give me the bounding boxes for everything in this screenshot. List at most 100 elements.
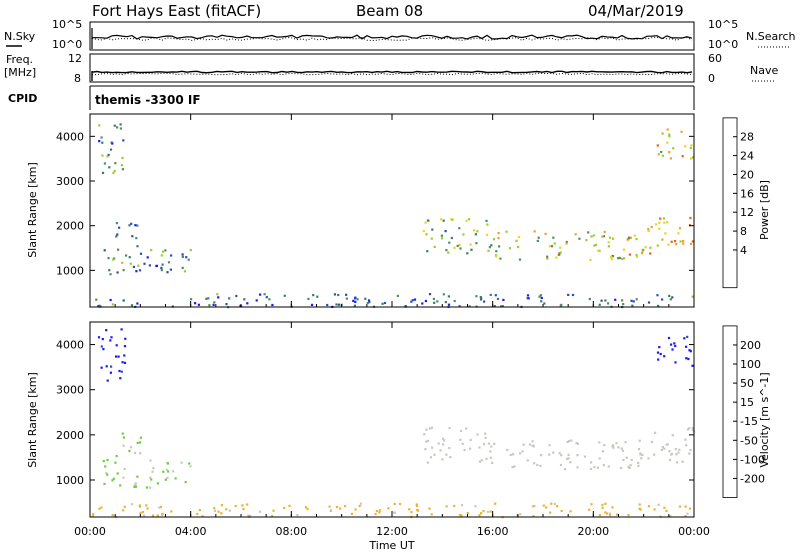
velocity-cell <box>425 440 428 443</box>
velocity-cell <box>590 461 593 464</box>
velocity-cell <box>607 465 610 468</box>
velocity-cell <box>258 510 261 513</box>
power-cell <box>603 230 606 234</box>
velocity-cell <box>139 511 142 514</box>
velocity-cell <box>670 453 673 456</box>
velocity-cell <box>91 515 94 518</box>
power-cell <box>650 225 653 229</box>
power-cell <box>675 243 678 246</box>
beam-title: Beam 08 <box>356 2 423 20</box>
velocity-cell <box>358 504 361 508</box>
power-cell <box>146 256 149 259</box>
power-cell <box>116 126 119 129</box>
velocity-cell <box>410 511 413 514</box>
power-cell <box>98 124 101 127</box>
power-cell <box>611 255 615 258</box>
power-cell <box>426 219 430 222</box>
velocity-cell <box>214 509 217 512</box>
power-cell <box>440 218 443 221</box>
freq-right-tick-bottom: 0 <box>708 72 715 85</box>
velocity-cell <box>134 483 137 486</box>
power-cell <box>594 243 597 246</box>
velocity-cell <box>350 512 353 515</box>
power-cell <box>228 297 231 300</box>
power-cell <box>312 294 315 297</box>
power-cell <box>135 270 138 273</box>
power-cell <box>136 245 139 248</box>
velocity-cell <box>460 429 463 432</box>
velocity-cell <box>134 482 137 485</box>
power-cell <box>183 270 187 273</box>
velocity-panel: 4000 3000 2000 1000 Slant Range [km] 200 100… <box>26 321 771 519</box>
velocity-cell <box>165 468 168 471</box>
velocity-cell <box>415 504 419 508</box>
velocity-cell <box>123 354 126 357</box>
velocity-cell <box>97 336 101 339</box>
velocity-cell <box>689 350 692 353</box>
power-cell <box>120 164 123 167</box>
station-title: Fort Hays East (fitACF) <box>92 2 261 20</box>
velocity-cell <box>425 428 428 431</box>
velocity-cell <box>491 461 494 464</box>
power-cell <box>442 219 445 222</box>
power-cell <box>630 299 633 302</box>
velocity-cell <box>234 504 237 508</box>
velocity-cell <box>656 351 660 354</box>
power-cell <box>617 257 620 260</box>
velocity-cell <box>437 442 440 445</box>
power-cell <box>684 145 687 148</box>
velocity-cell <box>668 450 671 453</box>
velocity-cell <box>575 442 578 445</box>
power-cell <box>479 296 482 299</box>
velocity-cell <box>480 459 483 462</box>
velocity-cell <box>620 447 623 450</box>
velocity-cell <box>115 355 118 358</box>
cpid-label: CPID <box>8 92 37 105</box>
velocity-cell <box>151 514 155 517</box>
power-cell <box>487 249 490 252</box>
velocity-cell <box>603 444 606 447</box>
power-cell <box>641 249 644 252</box>
velocity-cell <box>548 453 551 456</box>
power-cell <box>160 266 163 269</box>
velocity-scatter-cells <box>91 328 696 519</box>
velocity-cell <box>133 451 137 454</box>
velocity-cell <box>658 346 661 349</box>
velocity-cell <box>484 436 487 440</box>
power-cell <box>518 236 521 239</box>
power-cell <box>649 246 652 249</box>
velocity-colorbar-tick: 50 <box>740 377 754 390</box>
velocity-cell <box>448 447 451 450</box>
velocity-cell <box>166 476 169 479</box>
power-ytick-label: 4000 <box>56 130 84 143</box>
power-cell <box>629 236 632 239</box>
power-cell <box>691 295 694 298</box>
power-cell <box>479 298 483 301</box>
x-tick-label: 08:00 <box>275 525 307 538</box>
velocity-cell <box>150 478 153 481</box>
power-cell <box>468 218 471 221</box>
velocity-cell <box>424 448 427 451</box>
power-cell <box>121 261 124 264</box>
velocity-cell <box>567 457 570 460</box>
velocity-cell <box>247 514 250 517</box>
power-cell <box>666 221 669 224</box>
velocity-cell <box>532 515 535 518</box>
velocity-cell <box>374 513 377 516</box>
velocity-cell <box>604 502 607 505</box>
power-cell <box>205 297 208 300</box>
velocity-cell <box>121 432 124 435</box>
power-cell <box>265 296 268 299</box>
power-cell <box>143 262 146 265</box>
velocity-cell <box>448 427 451 430</box>
velocity-cell <box>482 510 485 513</box>
velocity-cell <box>328 505 331 508</box>
power-cell <box>404 305 407 308</box>
velocity-cell <box>136 475 139 478</box>
power-cell <box>430 237 433 240</box>
power-cell <box>345 297 348 300</box>
power-cell <box>447 295 450 298</box>
power-cell <box>433 301 436 304</box>
power-cell <box>485 233 489 236</box>
velocity-cell <box>688 452 691 455</box>
